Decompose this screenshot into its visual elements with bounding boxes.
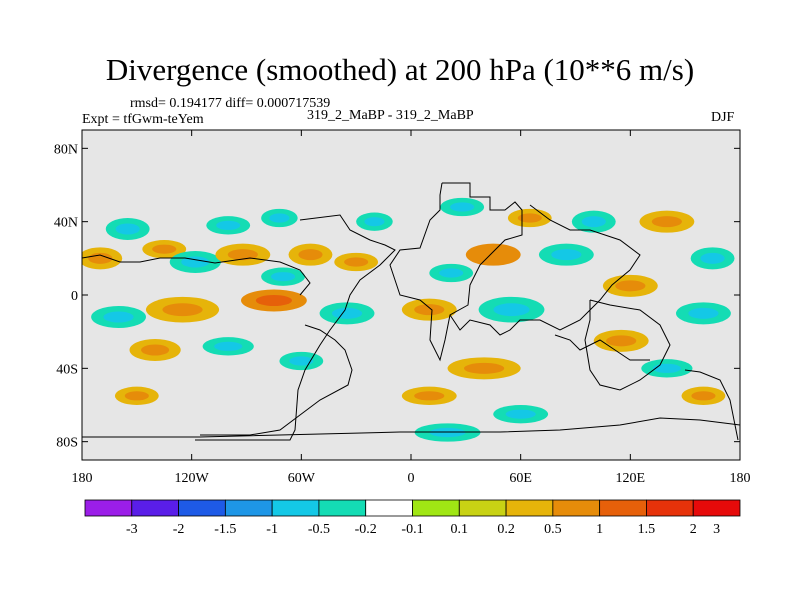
coastline-se-asia: [554, 334, 650, 361]
field-patch-core: [652, 363, 681, 373]
field-patch-core: [181, 256, 210, 268]
field-patch-core: [344, 257, 369, 267]
chart-title: Divergence (smoothed) at 200 hPa (10**6 …: [105, 52, 695, 87]
colorbar: -3 -2 -1.5 -1 -0.5 -0.2 -0.1 0.1 0.2 0.5 1 1.5 2 3: [84, 499, 741, 537]
colorbar-label: -0.2: [355, 522, 377, 537]
colorbar-label: -1: [266, 522, 278, 537]
field-patch-core: [464, 362, 505, 374]
field-patch-core: [103, 311, 134, 323]
colorbar-label: -0.5: [308, 522, 330, 537]
x-tick-label: 0: [408, 471, 415, 486]
colorbar-swatch: [412, 499, 460, 517]
field-patch-core: [700, 252, 725, 264]
stats-label: rmsd= 0.194177 diff= 0.000717539: [130, 96, 331, 111]
field-patch-core: [651, 216, 682, 228]
colorbar-label: 1.5: [638, 522, 656, 537]
colorbar-label: 2: [690, 522, 697, 537]
colorbar-label: -3: [126, 522, 138, 537]
x-tick-label: 60E: [509, 471, 532, 486]
x-tick-label: 180: [730, 471, 751, 486]
colorbar-label: -1.5: [214, 522, 236, 537]
field-patch-core: [691, 391, 716, 401]
field-patch-core: [478, 249, 509, 261]
colorbar-label: 0.5: [544, 522, 562, 537]
x-tick-label: 120E: [616, 471, 646, 486]
field-patch-core: [141, 344, 170, 356]
field-patch-core: [124, 391, 149, 401]
x-tick-label: 120W: [175, 471, 210, 486]
colorbar-swatch: [599, 499, 647, 517]
colorbar-swatch: [271, 499, 320, 517]
field-patch-core: [414, 304, 445, 316]
colorbar-swatch: [131, 499, 179, 517]
field-patch-core: [255, 295, 293, 306]
field-patch-core: [269, 213, 290, 223]
field-patch-core: [414, 391, 445, 401]
y-tick-label: 80S: [56, 436, 78, 451]
field-patch-core: [162, 303, 203, 317]
colorbar-swatch: [84, 499, 133, 517]
y-axis: 80N 40N 0 40S 80S: [54, 142, 740, 451]
coastline-australia: [584, 299, 671, 391]
field-patch-core: [115, 223, 140, 235]
coastlines: [82, 182, 740, 441]
field-patch-core: [152, 244, 177, 254]
x-tick-label: 60W: [288, 471, 316, 486]
y-tick-label: 0: [71, 289, 78, 304]
field-patch-core: [331, 307, 363, 319]
season-label: DJF: [711, 110, 735, 125]
y-tick-label: 40S: [56, 362, 78, 377]
field-patch-core: [289, 356, 314, 366]
y-tick-label: 80N: [54, 142, 78, 157]
colorbar-swatch: [178, 499, 226, 517]
field-patches: [82, 197, 735, 442]
x-tick-label: 180: [72, 471, 93, 486]
colorbar-swatch: [692, 499, 741, 517]
field-patch-core: [606, 335, 637, 347]
coastline-asia: [449, 204, 641, 336]
comparison-label: 319_2_MaBP - 319_2_MaBP: [307, 108, 474, 123]
field-patch-core: [450, 202, 475, 212]
experiment-label: Expt = tfGwm-teYem: [82, 112, 204, 127]
field-patch-core: [688, 307, 719, 319]
field-patch-core: [216, 220, 241, 230]
field-patch-core: [227, 249, 258, 261]
coastline-antarctica: [82, 417, 740, 438]
coastline-north-america: [82, 254, 311, 296]
field-patch-core: [270, 272, 296, 282]
y-tick-label: 40N: [54, 216, 78, 231]
colorbar-label: 0.1: [451, 522, 469, 537]
colorbar-swatch: [505, 499, 554, 517]
coastline-south-america: [195, 214, 396, 441]
colorbar-swatch: [365, 499, 413, 517]
field-patch-core: [505, 409, 536, 419]
field-patch-core: [439, 268, 464, 278]
colorbar-label: 0.2: [497, 522, 515, 537]
colorbar-label: -0.1: [401, 522, 423, 537]
field-patch-core: [214, 341, 243, 351]
colorbar-label: -2: [173, 522, 185, 537]
field-patch-core: [581, 216, 606, 228]
field-patch-core: [364, 217, 385, 227]
x-axis: 180 120W 60W 0 60E 120E 180: [72, 130, 751, 486]
colorbar-swatch: [646, 499, 694, 517]
coastline-islands: [684, 369, 739, 441]
field-patch-core: [298, 249, 323, 261]
field-patch-core: [551, 249, 582, 261]
field-patch-core: [615, 280, 646, 292]
coastline-south-america-inner: [200, 324, 353, 436]
colorbar-swatch: [318, 499, 367, 517]
colorbar-swatch: [552, 499, 601, 517]
colorbar-label: 3: [713, 522, 720, 537]
colorbar-swatch: [224, 499, 273, 517]
colorbar-swatch: [458, 499, 507, 517]
coastline-africa: [389, 182, 523, 362]
colorbar-label: 1: [596, 522, 603, 537]
field-patch-core: [493, 303, 530, 317]
field-patch-core: [517, 213, 542, 223]
